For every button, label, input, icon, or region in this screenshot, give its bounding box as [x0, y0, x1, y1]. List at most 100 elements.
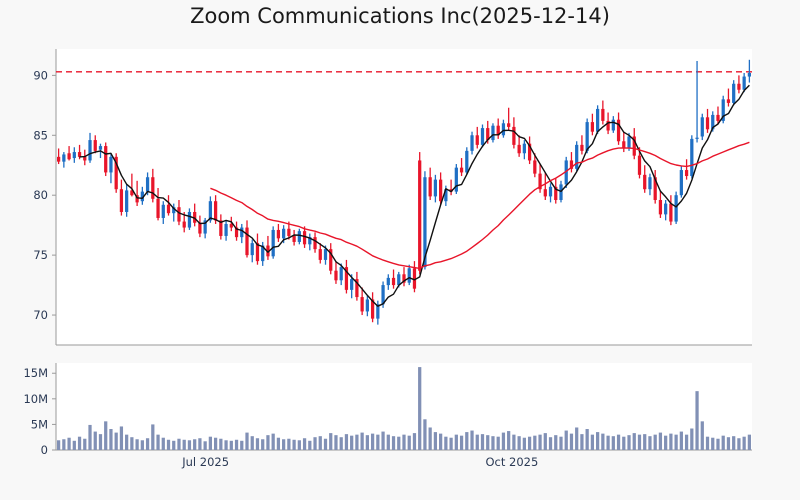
- volume-bar: [475, 434, 479, 450]
- volume-tick-label: 15M: [23, 366, 48, 380]
- candle-body: [721, 99, 725, 121]
- volume-bar: [695, 391, 699, 450]
- x-tick-label: Oct 2025: [485, 455, 538, 469]
- candle-body: [135, 195, 139, 203]
- volume-bar: [397, 436, 401, 450]
- volume-bar: [721, 435, 725, 450]
- candle-body: [428, 177, 432, 197]
- candle-body: [606, 120, 610, 131]
- candle-body: [276, 229, 281, 239]
- volume-bar: [658, 432, 663, 450]
- volume-bar: [339, 437, 343, 450]
- volume-bar: [480, 434, 485, 450]
- candle-body: [119, 189, 124, 212]
- volume-bar: [444, 436, 448, 450]
- volume-bar: [742, 436, 746, 450]
- volume-bar: [648, 436, 652, 450]
- candle-body: [313, 237, 317, 250]
- candle-body: [83, 156, 87, 161]
- volume-bar: [381, 431, 385, 450]
- candle-body: [637, 155, 642, 175]
- candle-body: [742, 76, 746, 90]
- candle-body: [213, 201, 218, 221]
- candle-body: [611, 119, 615, 131]
- candle-body: [166, 204, 171, 214]
- candle-body: [219, 220, 223, 236]
- candle-body: [130, 190, 134, 196]
- candle-body: [444, 189, 448, 202]
- candle-body: [98, 146, 103, 150]
- candle-body: [339, 267, 343, 281]
- candle-body: [350, 279, 354, 290]
- volume-bar: [496, 436, 500, 450]
- volume-bar: [67, 437, 71, 450]
- volume-bar: [538, 434, 542, 450]
- volume-bar: [433, 432, 438, 450]
- volume-bar: [664, 435, 668, 450]
- candle-body: [616, 119, 621, 142]
- candle-body: [402, 274, 406, 283]
- volume-bar: [512, 434, 516, 450]
- candle-body: [653, 177, 657, 200]
- candle-body: [548, 186, 553, 197]
- candle-body: [700, 117, 704, 137]
- candle-body: [334, 270, 338, 281]
- volume-bar: [596, 432, 600, 450]
- volume-bar: [543, 433, 547, 450]
- volume-bar: [266, 435, 270, 450]
- candle-body: [480, 128, 485, 145]
- volume-bar: [224, 440, 228, 450]
- candle-body: [56, 156, 61, 162]
- volume-tick-label: 10M: [23, 392, 48, 406]
- volume-bar: [135, 439, 139, 450]
- volume-bar: [491, 436, 495, 450]
- volume-bar: [391, 436, 396, 450]
- candle-body: [407, 268, 411, 283]
- candle-body: [240, 227, 244, 238]
- volume-bar: [119, 426, 124, 450]
- candle-body: [255, 243, 260, 262]
- volume-bar: [580, 434, 584, 450]
- volume-bar: [77, 436, 82, 450]
- candle-body: [67, 153, 71, 160]
- volume-bar: [732, 436, 736, 450]
- candle-body: [658, 199, 663, 215]
- candle-body: [559, 184, 563, 200]
- volume-bar: [161, 437, 165, 450]
- volume-bar: [297, 440, 301, 450]
- candle-body: [391, 277, 396, 286]
- volume-bar: [151, 424, 155, 450]
- candle-body: [459, 167, 464, 173]
- volume-bar: [182, 439, 186, 450]
- candle-body: [439, 179, 443, 202]
- volume-bar: [166, 439, 171, 450]
- volume-bar: [616, 434, 621, 450]
- price-tick-label: 85: [33, 128, 48, 142]
- volume-bar: [350, 435, 354, 450]
- price-tick-label: 75: [33, 248, 48, 262]
- price-tick-label: 90: [33, 68, 48, 82]
- volume-bar: [240, 440, 244, 450]
- volume-bar: [606, 435, 610, 450]
- candle-body: [585, 122, 589, 151]
- candle-body: [140, 191, 144, 202]
- volume-bar: [737, 438, 741, 450]
- volume-bar: [313, 437, 317, 450]
- candle-body: [308, 237, 312, 245]
- candle-body: [454, 167, 458, 192]
- candle-body: [418, 160, 422, 271]
- volume-bar: [517, 436, 521, 450]
- candle-body: [543, 189, 547, 197]
- volume-bar: [156, 434, 160, 450]
- volume-bar: [355, 434, 359, 450]
- candle-body: [292, 235, 296, 242]
- volume-bar: [428, 427, 432, 450]
- candle-body: [177, 207, 181, 222]
- candle-body: [465, 150, 469, 173]
- candle-body: [151, 177, 155, 199]
- candle-body: [517, 144, 521, 154]
- price-panel: 70 75 80 85 90: [33, 49, 752, 346]
- volume-bar: [276, 437, 281, 450]
- volume-bar: [439, 433, 443, 450]
